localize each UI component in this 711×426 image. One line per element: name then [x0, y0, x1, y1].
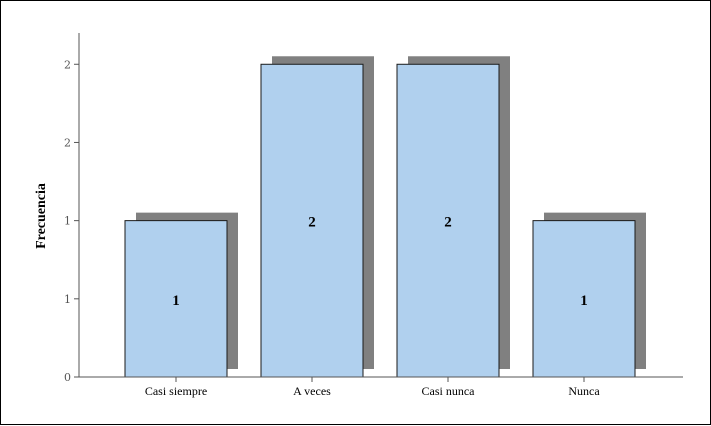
- y-axis-title: Frecuencia: [34, 183, 49, 249]
- bar-value-label: 1: [580, 293, 588, 309]
- y-tick-label: 2: [64, 136, 71, 149]
- category-label: Nunca: [568, 384, 600, 398]
- ticks-layer: 0 1 1 2 2: [64, 58, 79, 384]
- bars-layer: 1 2 2 1: [124, 56, 646, 378]
- bar-value-label: 2: [308, 215, 316, 231]
- category-labels: Casi siempre A veces Casi nunca Nunca: [145, 377, 600, 398]
- y-tick-label: 0: [64, 371, 71, 384]
- category-label: Casi nunca: [422, 384, 476, 398]
- y-tick-label: 2: [64, 58, 71, 71]
- bar: [532, 220, 636, 378]
- category-label: Casi siempre: [145, 384, 207, 398]
- bar-value-label: 1: [172, 293, 180, 309]
- bar-value-label: 2: [444, 215, 452, 231]
- bar: [260, 63, 364, 378]
- axes-layer: [78, 33, 683, 378]
- y-tick-label: 1: [64, 215, 71, 228]
- category-label: A veces: [293, 384, 331, 398]
- y-tick-label: 1: [64, 293, 71, 306]
- bar: [124, 220, 228, 378]
